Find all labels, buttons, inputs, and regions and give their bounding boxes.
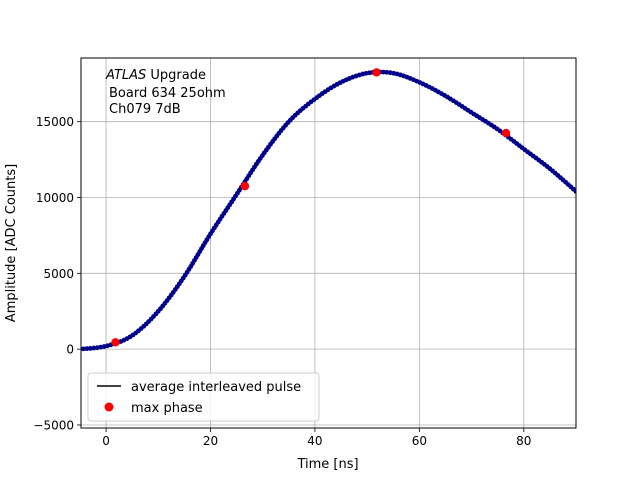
annotation-board: Board 634 25ohm xyxy=(109,86,226,101)
pulse-sample-point xyxy=(573,189,576,194)
pulse-sample-point xyxy=(84,346,90,352)
plot-area-background xyxy=(81,58,576,428)
x-tick-label: 80 xyxy=(516,434,531,448)
x-axis-label: Time [ns] xyxy=(296,457,358,472)
x-tick-label: 40 xyxy=(307,434,322,448)
max-phase-point xyxy=(111,338,120,347)
x-tick-label: 0 xyxy=(102,434,110,448)
svg-text:ATLAS Upgrade: ATLAS Upgrade xyxy=(105,68,206,83)
pulse-sample-point xyxy=(87,345,93,351)
y-tick-label: −5000 xyxy=(33,418,74,432)
grid-lines xyxy=(81,58,576,428)
pulse-sample-point xyxy=(81,346,86,352)
y-axis-label: Amplitude [ADC Counts] xyxy=(4,164,19,322)
annotation-upgrade: Upgrade xyxy=(146,68,206,83)
plot-frame xyxy=(80,57,577,429)
x-tick-label: 60 xyxy=(412,434,427,448)
legend-label-pulse: average interleaved pulse xyxy=(131,380,301,395)
max-phase-point xyxy=(372,68,381,77)
y-tick-label: 0 xyxy=(66,343,74,357)
pulse-sample-point xyxy=(380,69,386,75)
legend-box xyxy=(87,372,320,422)
annotation-channel: Ch079 7dB xyxy=(109,102,181,117)
legend: average interleaved pulse max phase xyxy=(87,372,320,422)
annotation-experiment: ATLAS xyxy=(105,68,146,83)
axis-ticks: 0 20 40 60 80 −5000 0 5000 10000 15000 xyxy=(33,115,531,448)
pulse-sample-dots xyxy=(81,69,576,352)
legend-label-max-phase: max phase xyxy=(131,401,203,416)
series-layer xyxy=(81,68,576,352)
x-tick-label: 20 xyxy=(203,434,218,448)
y-tick-label: 10000 xyxy=(36,191,74,205)
max-phase-point xyxy=(240,181,250,191)
y-tick-label: 15000 xyxy=(36,115,74,129)
y-tick-label: 5000 xyxy=(43,267,74,281)
max-phase-point xyxy=(501,128,511,138)
atlas-annotation: ATLAS Upgrade Board 634 25ohm Ch079 7dB xyxy=(105,68,226,117)
legend-dot-swatch xyxy=(104,402,114,412)
